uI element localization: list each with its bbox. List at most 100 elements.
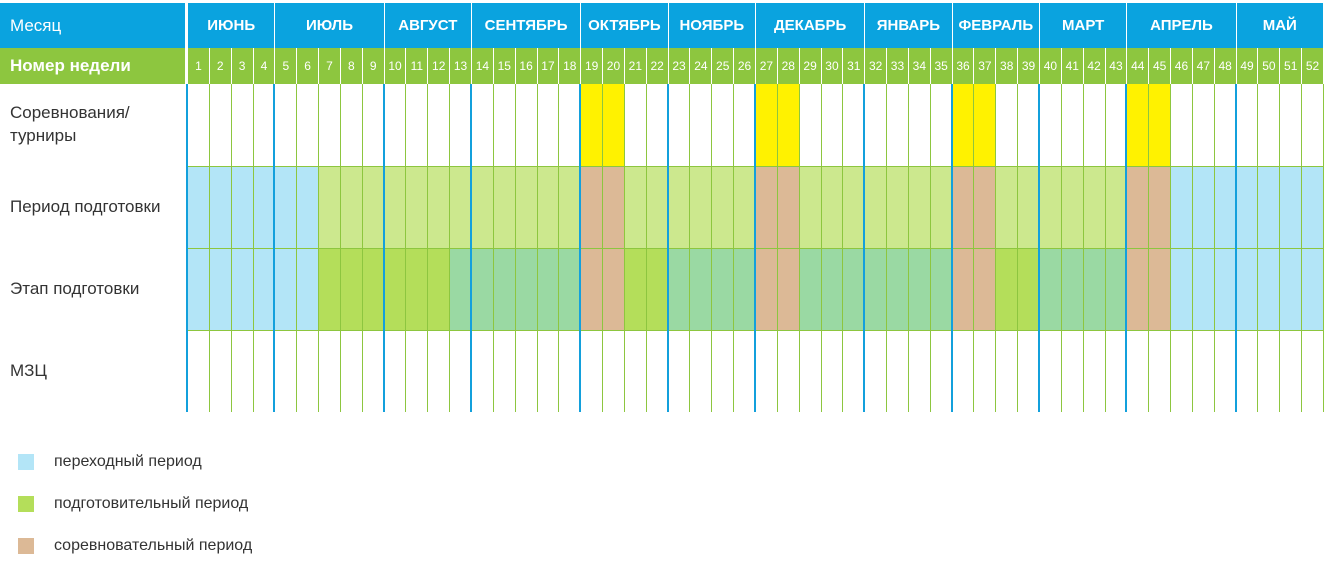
week-number-52: 52 <box>1302 48 1323 84</box>
week-number-3: 3 <box>231 48 253 84</box>
week-divider <box>645 84 647 412</box>
month-divider <box>579 84 582 412</box>
tournament-cell-week-28 <box>776 84 799 166</box>
week-number-18: 18 <box>559 48 581 84</box>
week-number-26: 26 <box>734 48 755 84</box>
month-header-2: ИЮЛЬ <box>275 3 384 48</box>
month-header-1: ИЮНЬ <box>188 3 275 48</box>
week-divider <box>733 84 735 412</box>
tournament-cell-week-37 <box>973 84 996 166</box>
week-divider <box>427 84 429 412</box>
week-divider <box>208 84 210 412</box>
stage-segment-stage_special <box>798 248 952 330</box>
annual-training-plan-table: Месяц Номер недели ИЮНЬ ИЮЛЬ АВГУСТ СЕНТЯБРЬ О… <box>0 3 1324 412</box>
week-divider <box>449 84 451 412</box>
week-divider <box>1170 84 1172 412</box>
week-divider <box>492 84 494 412</box>
week-divider <box>995 84 997 412</box>
month-divider <box>863 84 866 412</box>
month-divider <box>382 84 385 412</box>
month-header-label: Месяц <box>0 3 185 48</box>
week-divider <box>1257 84 1259 412</box>
week-divider <box>514 84 516 412</box>
week-number-29: 29 <box>799 48 821 84</box>
week-number-21: 21 <box>624 48 646 84</box>
week-number-41: 41 <box>1061 48 1083 84</box>
week-number-9: 9 <box>362 48 384 84</box>
week-number-39: 39 <box>1018 48 1039 84</box>
week-number-8: 8 <box>340 48 362 84</box>
week-divider <box>318 84 320 412</box>
week-divider <box>1191 84 1193 412</box>
week-header-label: Номер недели <box>0 48 185 84</box>
week-divider <box>1017 84 1019 412</box>
legend-swatch-transition <box>18 454 34 470</box>
week-divider <box>776 84 778 412</box>
week-divider <box>1082 84 1084 412</box>
week-number-44: 44 <box>1127 48 1149 84</box>
week-divider <box>1104 84 1106 412</box>
week-number-36: 36 <box>952 48 974 84</box>
legend-item-transition: переходный период <box>18 452 202 472</box>
week-number-13: 13 <box>450 48 471 84</box>
week-number-25: 25 <box>712 48 734 84</box>
week-divider <box>1213 84 1215 412</box>
period-segment-preparatory <box>798 166 952 248</box>
week-divider <box>886 84 888 412</box>
month-divider <box>186 84 188 412</box>
month-divider <box>1125 84 1128 412</box>
week-divider <box>558 84 560 412</box>
legend-label-competitive: соревновательный период <box>54 537 253 554</box>
week-number-46: 46 <box>1171 48 1192 84</box>
row-label-4: МЗЦ <box>10 360 48 380</box>
week-number-33: 33 <box>887 48 908 84</box>
legend-swatch-preparatory <box>18 496 34 512</box>
month-header-11: АПРЕЛЬ <box>1127 3 1236 48</box>
week-number-42: 42 <box>1083 48 1105 84</box>
week-divider <box>689 84 691 412</box>
week-divider <box>798 84 800 412</box>
week-divider <box>361 84 363 412</box>
period-segment-preparatory <box>318 166 581 248</box>
week-divider <box>907 84 909 412</box>
month-divider <box>1234 84 1237 412</box>
month-header-9: ФЕВРАЛЬ <box>952 3 1039 48</box>
week-number-23: 23 <box>668 48 690 84</box>
month-divider <box>666 84 669 412</box>
tournament-cell-week-20 <box>602 84 624 166</box>
tournament-cell-week-45 <box>1148 84 1171 166</box>
week-number-2: 2 <box>209 48 231 84</box>
month-header-3: АВГУСТ <box>384 3 471 48</box>
week-number-34: 34 <box>908 48 930 84</box>
week-number-27: 27 <box>756 48 777 84</box>
week-number-50: 50 <box>1258 48 1280 84</box>
week-divider <box>1279 84 1281 412</box>
week-number-6: 6 <box>297 48 319 84</box>
month-header-8: ЯНВАРЬ <box>865 3 952 48</box>
week-number-16: 16 <box>515 48 537 84</box>
week-divider <box>973 84 975 412</box>
month-header-7: ДЕКАБРЬ <box>756 3 865 48</box>
tournament-cell-week-44 <box>1126 84 1149 166</box>
month-header-6: НОЯБРЬ <box>668 3 755 48</box>
week-number-45: 45 <box>1149 48 1171 84</box>
week-number-47: 47 <box>1192 48 1214 84</box>
legend-label-preparatory: подготовительный период <box>54 495 249 512</box>
row-label-3: Этап подготовки <box>10 278 140 298</box>
week-number-12: 12 <box>428 48 450 84</box>
legend-swatch-competitive <box>18 538 34 554</box>
week-divider <box>536 84 538 412</box>
week-number-49: 49 <box>1236 48 1258 84</box>
month-divider <box>1038 84 1040 412</box>
week-number-51: 51 <box>1280 48 1302 84</box>
week-number-22: 22 <box>646 48 668 84</box>
week-divider <box>1060 84 1062 412</box>
week-divider <box>623 84 625 412</box>
week-number-31: 31 <box>843 48 865 84</box>
week-divider <box>1323 84 1324 412</box>
period-segment-transition <box>1170 166 1323 248</box>
week-number-24: 24 <box>690 48 712 84</box>
week-divider <box>405 84 407 412</box>
week-divider <box>929 84 931 412</box>
week-number-10: 10 <box>384 48 406 84</box>
